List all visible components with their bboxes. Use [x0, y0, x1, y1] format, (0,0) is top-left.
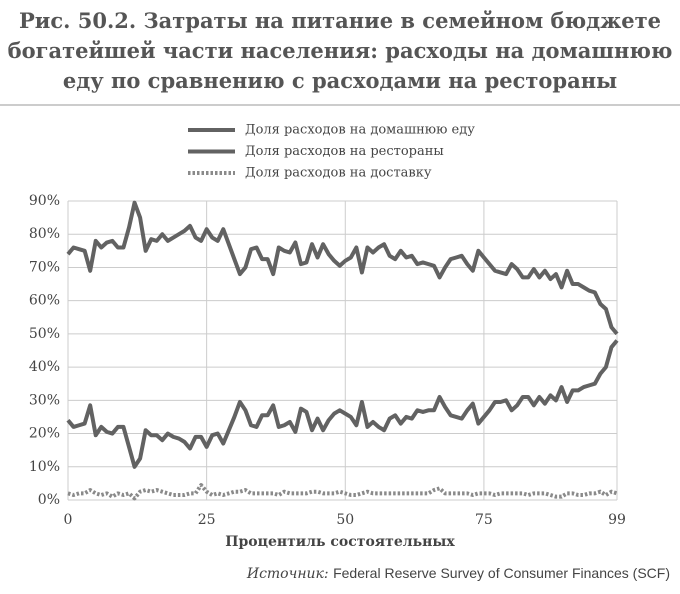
y-tick-label: 70%: [29, 259, 60, 275]
y-tick-label: 10%: [29, 459, 60, 475]
source-text: Federal Reserve Survey of Consumer Finan…: [333, 565, 670, 581]
y-tick-label: 90%: [29, 193, 60, 209]
x-axis-label: Процентиль состоятельных: [225, 534, 455, 550]
series-line: [67, 483, 618, 501]
legend-label: Доля расходов на доставку: [245, 166, 432, 181]
x-tick-label: 25: [198, 512, 216, 528]
y-tick-label: 80%: [29, 226, 60, 242]
chart-title: еду по сравнению с расходами на ресторан…: [63, 68, 617, 93]
x-tick-label: 75: [475, 512, 493, 528]
y-tick-label: 40%: [29, 359, 60, 375]
x-tick-label: 0: [64, 512, 73, 528]
x-tick-label: 50: [336, 512, 354, 528]
y-tick-label: 0%: [38, 492, 60, 508]
y-tick-label: 20%: [29, 426, 60, 442]
series-line: [66, 200, 619, 336]
legend-label: Доля расходов на домашнюю еду: [245, 123, 475, 138]
source-label: Источник:: [246, 566, 329, 582]
x-tick-label: 99: [608, 512, 626, 528]
y-tick-label: 50%: [29, 326, 60, 342]
series-line: [66, 339, 619, 469]
legend-label: Доля расходов на рестораны: [245, 144, 444, 159]
chart-title: богатейшей части населения: расходы на д…: [8, 38, 673, 63]
chart-title: Рис. 50.2. Затраты на питание в семейном…: [19, 8, 661, 33]
y-tick-label: 60%: [29, 293, 60, 309]
y-tick-label: 30%: [29, 392, 60, 408]
source: Источник: Federal Reserve Survey of Cons…: [246, 565, 670, 582]
